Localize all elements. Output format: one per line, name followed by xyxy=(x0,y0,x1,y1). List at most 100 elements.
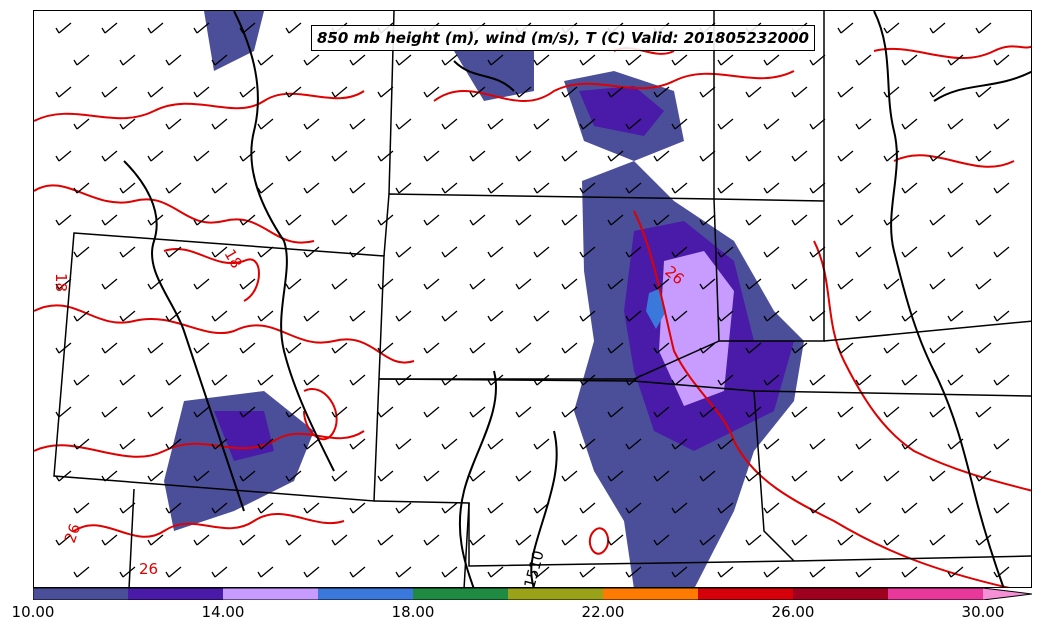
wind-barbs xyxy=(55,22,1010,578)
wind-barb xyxy=(533,54,550,66)
wind-barb xyxy=(993,310,1010,322)
wind-barb xyxy=(791,342,808,354)
wind-barb xyxy=(561,86,578,98)
wind-barb xyxy=(303,118,320,130)
wind-barb xyxy=(469,150,486,162)
wind-barb xyxy=(349,182,366,194)
wind-barb xyxy=(717,54,734,66)
wind-barb xyxy=(929,150,946,162)
wind-barb xyxy=(239,342,256,354)
wind-barb xyxy=(837,470,854,482)
wind-barb xyxy=(975,470,992,482)
wind-barb xyxy=(837,22,854,34)
wind-barb xyxy=(193,470,210,482)
colorbar-segment xyxy=(888,588,984,600)
wind-barb xyxy=(147,214,164,226)
wind-barb xyxy=(855,502,872,514)
colorbar-segment xyxy=(508,588,604,600)
wind-barb xyxy=(947,438,964,450)
wind-barb xyxy=(423,214,440,226)
colorbar-tick-label: 26.00 xyxy=(771,603,815,621)
wind-barb xyxy=(441,118,458,130)
colorbar-segment xyxy=(128,588,224,600)
wind-barb xyxy=(211,182,228,194)
wind-barb xyxy=(947,374,964,386)
wind-barb xyxy=(119,182,136,194)
wind-barb xyxy=(55,86,72,98)
wind-barb xyxy=(993,182,1010,194)
wind-barb xyxy=(607,470,624,482)
wind-barb xyxy=(469,86,486,98)
wind-barb xyxy=(211,246,228,258)
wind-barb xyxy=(119,374,136,386)
wind-barb xyxy=(349,502,366,514)
wind-barb xyxy=(561,278,578,290)
wind-barb xyxy=(855,374,872,386)
wind-barb xyxy=(717,118,734,130)
wind-barb xyxy=(101,470,118,482)
wind-barb xyxy=(607,150,624,162)
wind-barb xyxy=(101,278,118,290)
wind-barb xyxy=(561,470,578,482)
wind-barb xyxy=(441,502,458,514)
colorbar-segment xyxy=(223,588,319,600)
wind-barb xyxy=(349,310,366,322)
wind-barb xyxy=(211,374,228,386)
wind-barb xyxy=(901,502,918,514)
wind-barb xyxy=(975,342,992,354)
wind-barb xyxy=(285,470,302,482)
wind-barb xyxy=(211,438,228,450)
wind-barb xyxy=(285,406,302,418)
colorbar-outline xyxy=(33,588,1032,600)
wind-barb xyxy=(423,342,440,354)
wind-barb xyxy=(533,182,550,194)
wind-barb xyxy=(855,182,872,194)
wind-barb xyxy=(993,54,1010,66)
wind-barb xyxy=(55,342,72,354)
wind-barb xyxy=(883,278,900,290)
wind-barb xyxy=(855,310,872,322)
wind-barb xyxy=(487,54,504,66)
wind-barb xyxy=(975,214,992,226)
wind-barb xyxy=(165,502,182,514)
wind-barb xyxy=(285,342,302,354)
wind-barb xyxy=(717,182,734,194)
wind-barb xyxy=(763,310,780,322)
wind-barb xyxy=(993,438,1010,450)
wind-barb xyxy=(699,470,716,482)
wind-barb xyxy=(147,22,164,34)
wind-barb xyxy=(239,470,256,482)
wind-barb xyxy=(579,118,596,130)
wind-barb xyxy=(809,310,826,322)
wind-barb xyxy=(441,246,458,258)
wind-barb xyxy=(487,182,504,194)
wind-barb xyxy=(561,214,578,226)
wind-barb xyxy=(515,470,532,482)
wind-barb xyxy=(883,470,900,482)
wind-barb xyxy=(55,534,72,546)
colorbar-segment xyxy=(698,588,794,600)
colorbar-segment xyxy=(413,588,509,600)
wind-barb xyxy=(607,214,624,226)
wind-barb xyxy=(993,374,1010,386)
wind-barb xyxy=(579,438,596,450)
wind-barb xyxy=(883,22,900,34)
wind-barb xyxy=(653,406,670,418)
wind-barb xyxy=(193,150,210,162)
wind-barb xyxy=(717,566,734,578)
wind-barb xyxy=(947,310,964,322)
wind-barb xyxy=(73,502,90,514)
wind-barb xyxy=(533,246,550,258)
wind-barb xyxy=(625,374,642,386)
wind-barb xyxy=(855,246,872,258)
wind-barb xyxy=(441,54,458,66)
wind-barb xyxy=(469,278,486,290)
wind-barb xyxy=(745,470,762,482)
wind-barb xyxy=(883,342,900,354)
wind-barb xyxy=(745,278,762,290)
wind-barb xyxy=(257,54,274,66)
wind-barb xyxy=(837,406,854,418)
wind-barb xyxy=(947,182,964,194)
wind-barb xyxy=(165,566,182,578)
wind-barb xyxy=(101,534,118,546)
